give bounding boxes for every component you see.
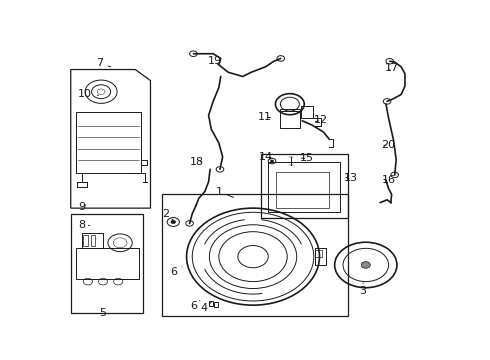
Text: 6: 6 bbox=[170, 267, 182, 277]
Bar bbox=[280, 109, 300, 128]
Bar bbox=[268, 162, 341, 212]
Text: 14: 14 bbox=[259, 152, 272, 162]
Bar bbox=[301, 105, 314, 118]
Text: 11: 11 bbox=[257, 112, 271, 122]
Bar bbox=[276, 172, 329, 208]
Text: 12: 12 bbox=[314, 115, 328, 125]
Text: 8: 8 bbox=[78, 220, 90, 230]
Text: 6: 6 bbox=[190, 301, 200, 311]
Circle shape bbox=[171, 220, 176, 224]
Text: 18: 18 bbox=[190, 157, 204, 167]
Text: 9: 9 bbox=[78, 202, 86, 212]
Text: 3: 3 bbox=[360, 283, 367, 296]
Text: 7: 7 bbox=[96, 58, 111, 68]
Bar bbox=[315, 250, 322, 257]
Text: 5: 5 bbox=[99, 308, 106, 318]
Text: 15: 15 bbox=[300, 153, 314, 163]
Bar bbox=[162, 194, 348, 316]
Bar bbox=[315, 248, 325, 265]
Circle shape bbox=[361, 262, 370, 268]
Text: 17: 17 bbox=[385, 63, 399, 73]
Text: 2: 2 bbox=[162, 209, 173, 220]
Bar bbox=[76, 112, 141, 174]
Bar bbox=[261, 154, 348, 218]
Bar bbox=[214, 302, 219, 307]
Text: 4: 4 bbox=[200, 302, 211, 313]
Text: 19: 19 bbox=[208, 56, 222, 66]
Bar bbox=[71, 214, 143, 314]
Text: 13: 13 bbox=[343, 173, 358, 183]
Bar bbox=[82, 233, 103, 248]
Bar bbox=[83, 235, 88, 246]
Text: 1: 1 bbox=[215, 186, 233, 197]
Circle shape bbox=[270, 159, 274, 162]
Bar bbox=[209, 301, 213, 306]
Bar bbox=[76, 248, 139, 279]
Bar bbox=[91, 235, 96, 246]
Text: 16: 16 bbox=[382, 175, 395, 185]
Text: 20: 20 bbox=[382, 140, 395, 150]
Text: 10: 10 bbox=[78, 90, 98, 99]
